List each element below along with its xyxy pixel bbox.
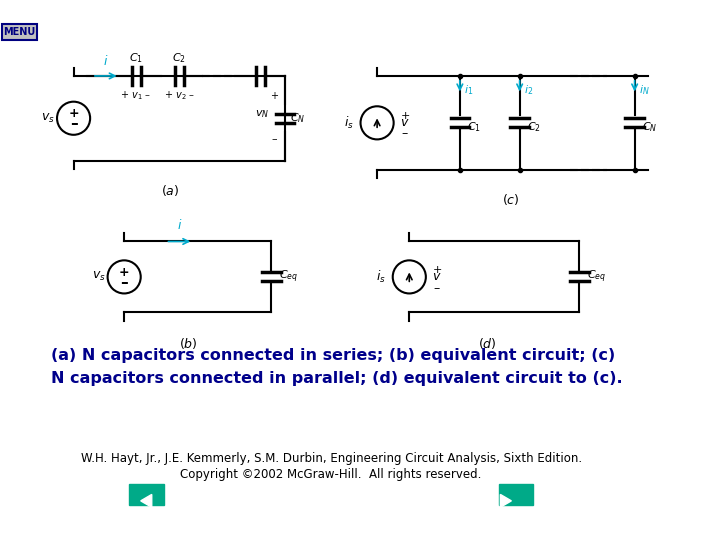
Text: $C_N$: $C_N$ (642, 120, 657, 134)
Text: $C_1$: $C_1$ (467, 120, 481, 134)
Text: $v_s$: $v_s$ (91, 271, 105, 284)
Text: $(b)$: $(b)$ (179, 336, 198, 351)
Text: $v_N$: $v_N$ (255, 108, 269, 119)
Text: +: + (119, 266, 130, 279)
FancyBboxPatch shape (498, 484, 534, 504)
Text: $v$: $v$ (400, 116, 410, 130)
Text: MENU: MENU (3, 27, 35, 37)
Text: $i_2$: $i_2$ (524, 83, 534, 97)
Text: $(d)$: $(d)$ (478, 336, 497, 351)
Text: $(a)$: $(a)$ (161, 183, 179, 198)
Text: $C_{eq}$: $C_{eq}$ (587, 269, 606, 285)
Text: $+$: $+$ (432, 264, 442, 275)
FancyBboxPatch shape (2, 24, 37, 40)
Text: $+$: $+$ (400, 110, 410, 121)
Text: $v$: $v$ (432, 271, 441, 284)
Text: $i_1$: $i_1$ (464, 83, 474, 97)
Text: $C_N$: $C_N$ (289, 111, 305, 125)
Text: –: – (70, 116, 78, 131)
Text: W.H. Hayt, Jr., J.E. Kemmerly, S.M. Durbin, Engineering Circuit Analysis, Sixth : W.H. Hayt, Jr., J.E. Kemmerly, S.M. Durb… (81, 452, 582, 465)
Text: $–$: $–$ (433, 280, 441, 293)
Text: $–$: $–$ (271, 133, 278, 144)
Text: $i_s$: $i_s$ (377, 269, 387, 285)
Text: $+$: $+$ (269, 90, 279, 101)
Text: $C_1$: $C_1$ (129, 51, 143, 65)
Text: $+\ v_1\ –$: $+\ v_1\ –$ (120, 89, 152, 102)
Text: $i_s$: $i_s$ (344, 115, 354, 131)
Text: $–$: $–$ (401, 125, 408, 139)
Text: $i_N$: $i_N$ (639, 83, 650, 97)
Text: –: – (120, 275, 128, 290)
Text: $i$: $i$ (103, 53, 109, 68)
Text: $i$: $i$ (176, 218, 182, 232)
FancyBboxPatch shape (129, 484, 163, 504)
Text: $C_2$: $C_2$ (172, 51, 186, 65)
Text: +: + (68, 107, 79, 120)
Text: $C_2$: $C_2$ (527, 120, 541, 134)
Text: $v_s$: $v_s$ (41, 112, 55, 125)
Text: $+\ v_2\ –$: $+\ v_2\ –$ (163, 89, 195, 102)
Text: (a) N capacitors connected in series; (b) equivalent circuit; (c): (a) N capacitors connected in series; (b… (50, 348, 615, 363)
Text: N capacitors connected in parallel; (d) equivalent circuit to (c).: N capacitors connected in parallel; (d) … (50, 371, 622, 386)
Text: $C_{eq}$: $C_{eq}$ (279, 269, 298, 285)
Polygon shape (500, 495, 511, 507)
Polygon shape (140, 495, 152, 507)
Text: Copyright ©2002 McGraw-Hill.  All rights reserved.: Copyright ©2002 McGraw-Hill. All rights … (181, 468, 482, 481)
Text: $(c)$: $(c)$ (502, 192, 519, 207)
